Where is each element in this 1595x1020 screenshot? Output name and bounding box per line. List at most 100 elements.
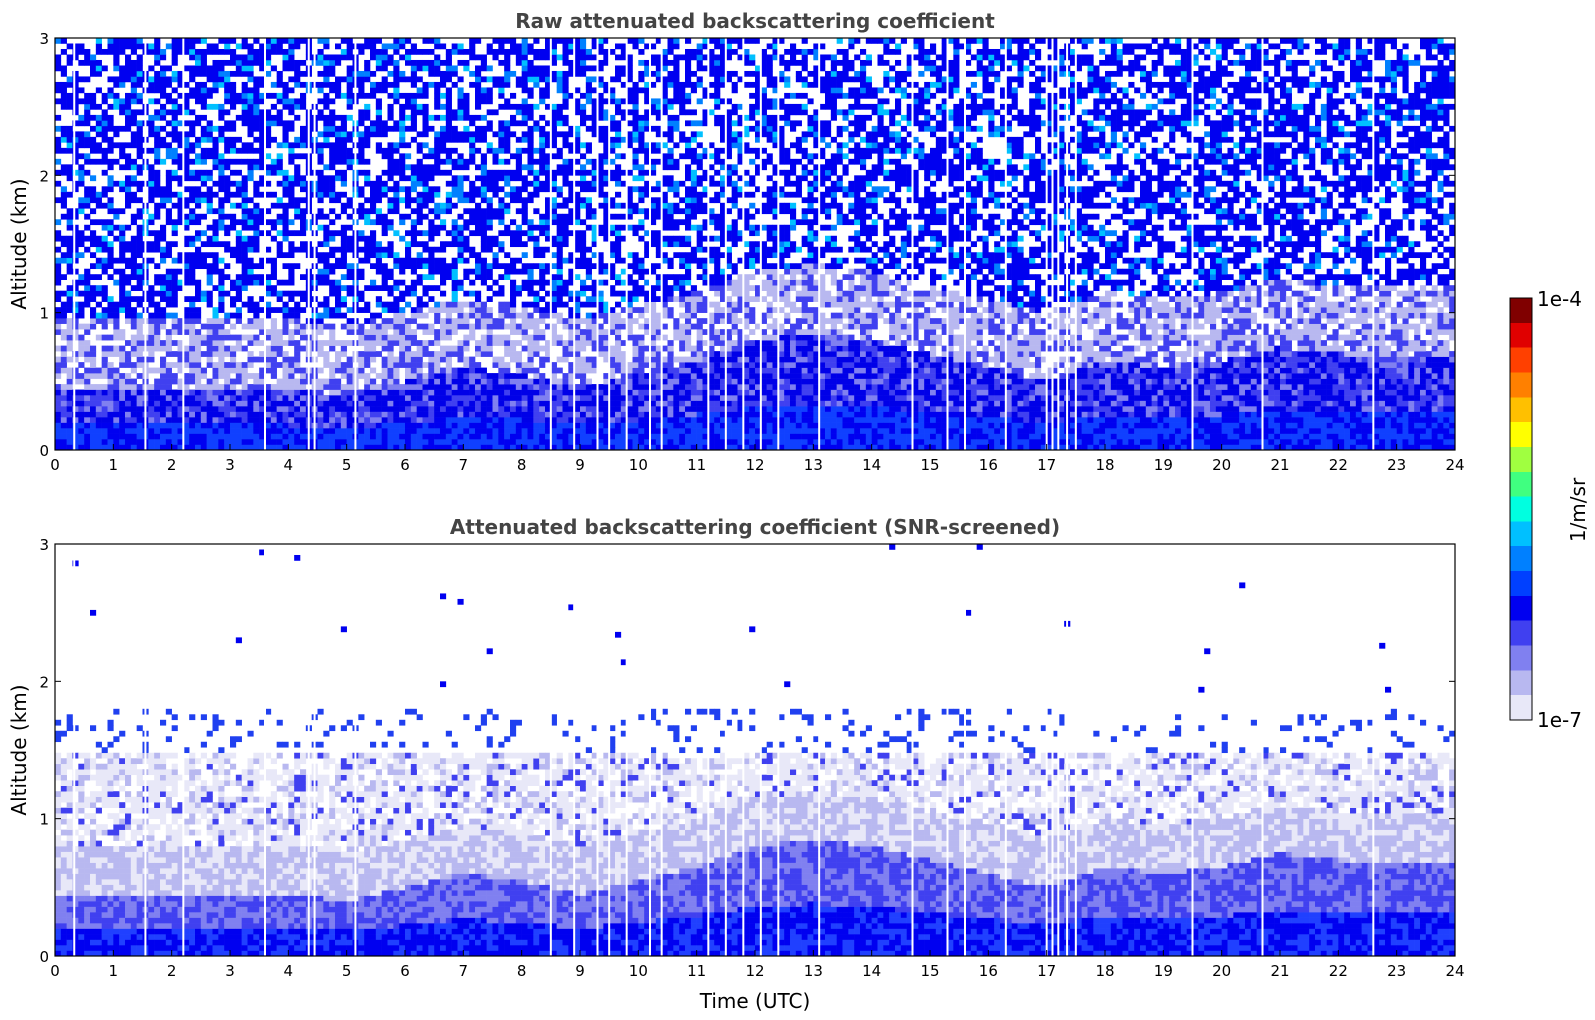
heatmap-cell xyxy=(329,406,336,412)
heatmap-cell xyxy=(148,98,155,105)
heatmap-cell xyxy=(101,131,108,138)
heatmap-cell xyxy=(119,246,126,253)
heatmap-cell xyxy=(550,340,557,346)
heatmap-cell xyxy=(475,81,482,88)
heatmap-cell xyxy=(160,389,167,396)
heatmap-cell xyxy=(317,241,324,248)
heatmap-cell xyxy=(422,340,429,346)
heatmap-cell xyxy=(241,142,248,149)
heatmap-cell xyxy=(78,235,85,242)
heatmap-cell xyxy=(550,411,557,418)
heatmap-cell xyxy=(574,208,581,215)
heatmap-cell xyxy=(90,191,97,198)
heatmap-cell xyxy=(282,202,289,209)
heatmap-cell xyxy=(230,323,237,330)
heatmap-cell xyxy=(224,92,231,99)
heatmap-cell xyxy=(66,175,73,182)
heatmap-cell xyxy=(300,98,307,105)
heatmap-cell xyxy=(381,120,388,127)
heatmap-cell xyxy=(574,296,581,302)
heatmap-cell xyxy=(317,197,324,204)
heatmap-cell xyxy=(154,81,161,88)
heatmap-cell xyxy=(585,213,592,220)
heatmap-cell xyxy=(66,241,73,248)
heatmap-cell xyxy=(212,367,219,374)
heatmap-cell xyxy=(539,164,546,171)
heatmap-cell xyxy=(177,285,184,291)
heatmap-cell xyxy=(195,362,202,368)
heatmap-cell xyxy=(556,318,563,324)
heatmap-cell xyxy=(160,114,167,121)
heatmap-cell xyxy=(247,70,254,77)
heatmap-cell xyxy=(183,268,190,275)
heatmap-cell xyxy=(550,334,557,341)
heatmap-cell xyxy=(399,395,406,401)
heatmap-cell xyxy=(515,191,522,198)
heatmap-cell xyxy=(224,246,231,253)
heatmap-cell xyxy=(358,48,365,55)
heatmap-cell xyxy=(399,175,406,182)
heatmap-cell xyxy=(270,103,277,110)
heatmap-cell xyxy=(282,125,289,132)
heatmap-cell xyxy=(370,323,377,330)
heatmap-cell xyxy=(125,422,132,429)
heatmap-cell xyxy=(294,180,301,187)
heatmap-cell xyxy=(574,213,581,220)
heatmap-cell xyxy=(253,378,260,385)
heatmap-cell xyxy=(224,373,231,379)
heatmap-cell xyxy=(387,444,394,450)
heatmap-cell xyxy=(177,213,184,220)
heatmap-cell xyxy=(206,241,213,248)
heatmap-cell xyxy=(510,439,517,445)
heatmap-cell xyxy=(294,169,301,176)
heatmap-cell xyxy=(445,373,452,379)
heatmap-cell xyxy=(410,125,417,132)
heatmap-cell xyxy=(550,202,557,209)
heatmap-cell xyxy=(405,406,412,412)
heatmap-cell xyxy=(399,43,406,50)
heatmap-cell xyxy=(241,197,248,204)
heatmap-cell xyxy=(235,235,242,242)
heatmap-cell xyxy=(90,65,97,72)
heatmap-cell xyxy=(317,70,324,77)
heatmap-cell xyxy=(515,153,522,160)
heatmap-cell xyxy=(276,219,283,226)
heatmap-cell xyxy=(218,439,225,445)
heatmap-cell xyxy=(428,59,435,66)
heatmap-cell xyxy=(556,279,563,286)
heatmap-cell xyxy=(591,208,598,215)
heatmap-cell xyxy=(416,417,423,423)
heatmap-cell xyxy=(422,351,429,357)
heatmap-cell xyxy=(486,378,493,385)
heatmap-cell xyxy=(218,213,225,220)
heatmap-cell xyxy=(358,411,365,418)
heatmap-cell xyxy=(335,378,342,385)
heatmap-cell xyxy=(591,340,598,346)
heatmap-cell xyxy=(276,38,283,44)
heatmap-cell xyxy=(498,439,505,445)
heatmap-cell xyxy=(189,147,196,154)
heatmap-cell xyxy=(335,312,342,319)
heatmap-cell xyxy=(113,38,120,44)
heatmap-cell xyxy=(597,323,604,330)
heatmap-cell xyxy=(358,81,365,88)
heatmap-cell xyxy=(475,175,482,182)
heatmap-cell xyxy=(399,142,406,149)
heatmap-cell xyxy=(113,422,120,429)
heatmap-cell xyxy=(515,169,522,176)
heatmap-cell xyxy=(66,125,73,132)
heatmap-cell xyxy=(125,318,132,324)
heatmap-cell xyxy=(177,142,184,149)
heatmap-cell xyxy=(84,290,91,297)
heatmap-cell xyxy=(189,38,196,44)
heatmap-cell xyxy=(177,433,184,440)
heatmap-cell xyxy=(148,241,155,248)
heatmap-cell xyxy=(78,444,85,450)
heatmap-cell xyxy=(247,433,254,440)
heatmap-cell xyxy=(130,120,137,127)
heatmap-cell xyxy=(265,257,272,264)
heatmap-cell xyxy=(340,367,347,374)
heatmap-cell xyxy=(270,219,277,226)
heatmap-cell xyxy=(113,103,120,110)
heatmap-cell xyxy=(171,175,178,182)
